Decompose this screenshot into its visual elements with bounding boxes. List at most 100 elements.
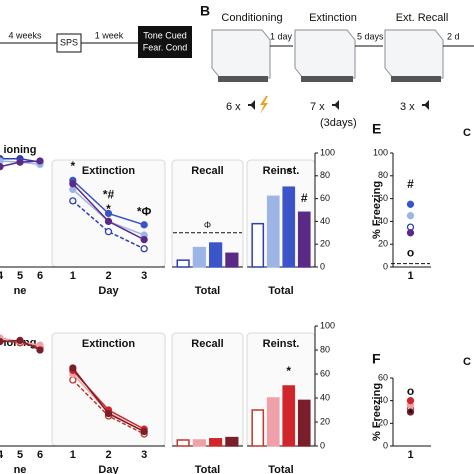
x-axis-label: Total <box>268 464 293 474</box>
y-tick-label: 0 <box>383 440 388 450</box>
y-tick-label: 60 <box>378 193 388 203</box>
annotation: *Φ <box>137 204 152 218</box>
x-tick-label: 4 <box>0 270 4 282</box>
panel-label: F <box>372 351 381 367</box>
panel-title: Extinction <box>82 165 135 177</box>
x-tick-label: 5 <box>17 449 23 461</box>
series-line <box>72 200 145 250</box>
data-point <box>406 397 415 405</box>
floor <box>391 76 441 82</box>
x-axis-label: Day <box>98 285 119 297</box>
annotation: * <box>286 364 291 378</box>
bar <box>192 439 206 447</box>
y-tick-label: 40 <box>378 395 388 405</box>
panel-title: C <box>463 356 471 368</box>
y-tick-label: 60 <box>378 372 388 382</box>
annotation: # <box>407 177 414 191</box>
sps-label: SPS <box>60 37 78 47</box>
x-tick-label: 1 <box>70 449 76 461</box>
data-point <box>69 364 77 372</box>
data-point <box>0 163 4 171</box>
annotation: o <box>407 384 414 398</box>
floor <box>218 76 268 82</box>
y-tick-label: 80 <box>320 170 330 180</box>
data-point <box>140 245 148 253</box>
x-axis-label: Total <box>268 285 293 297</box>
annotation: * <box>286 166 291 180</box>
y-tick-label: 80 <box>320 344 330 354</box>
panel-title: Recall <box>191 338 223 350</box>
fear-box <box>138 26 192 58</box>
x-tick-label: 6 <box>37 270 43 282</box>
y-tick-label: 20 <box>378 239 388 249</box>
data-point <box>406 212 415 220</box>
trials-note: (3days) <box>320 117 357 129</box>
shock-icon <box>260 96 268 114</box>
panel-title: Extinction <box>82 338 135 350</box>
cage <box>384 29 444 79</box>
stage-title: Conditioning <box>221 12 282 24</box>
y-tick-label: 40 <box>320 392 330 402</box>
annotation: o <box>407 245 414 259</box>
x-axis-label: ne <box>14 464 27 474</box>
annotation: * <box>408 406 413 420</box>
x-tick-label: 2 <box>105 270 111 282</box>
bar <box>209 242 223 268</box>
reference-label: Φ <box>204 220 211 230</box>
cages <box>211 29 444 79</box>
annotation: * <box>106 202 111 216</box>
bar <box>176 439 190 447</box>
bar <box>297 211 311 268</box>
timeline-step: 1 week <box>95 30 124 40</box>
panel-label: E <box>372 121 381 137</box>
bar <box>282 186 296 268</box>
x-axis-label: Day <box>98 464 119 474</box>
y-tick-label: 80 <box>378 170 388 180</box>
speaker-icons <box>248 100 429 110</box>
trials: 6 x <box>226 101 241 113</box>
data-point <box>406 200 415 208</box>
y-tick-label: 40 <box>320 216 330 226</box>
speaker <box>422 100 429 110</box>
x-tick-label: 4 <box>0 449 4 461</box>
bar <box>225 252 239 268</box>
fear-label: Fear. Cond <box>143 42 188 52</box>
interval: 2 d <box>447 31 460 41</box>
data-point <box>69 180 77 188</box>
trials: 7 x <box>310 101 325 113</box>
data-point <box>69 197 77 205</box>
stage-title: Extinction <box>309 12 357 24</box>
x-axis-label: Total <box>195 285 220 297</box>
x-tick-label: 1 <box>70 270 76 282</box>
bar <box>251 409 265 447</box>
x-tick-label: 6 <box>37 449 43 461</box>
fear-label: Tone Cued <box>143 30 187 40</box>
x-tick-label: 1 <box>407 449 413 461</box>
cage <box>294 29 356 79</box>
floor <box>301 76 353 82</box>
data-point <box>104 409 113 418</box>
data-point <box>16 336 24 345</box>
interval: 1 day <box>270 31 293 41</box>
panel-title: Recall <box>191 165 223 177</box>
data-point <box>104 228 113 236</box>
y-tick-label: 100 <box>320 147 335 157</box>
y-tick-label: 100 <box>320 320 335 330</box>
y-tick-label: 100 <box>373 147 388 157</box>
bar <box>251 222 265 268</box>
data-point <box>0 337 4 346</box>
panel-title: Reinst. <box>263 165 300 177</box>
bar <box>297 399 311 447</box>
x-axis-label: ne <box>14 285 27 297</box>
data-point <box>0 157 4 165</box>
stage-title: Ext. Recall <box>396 12 449 24</box>
trials: 3 x <box>400 101 415 113</box>
data-point <box>36 346 44 354</box>
bar <box>266 397 280 447</box>
bar <box>282 385 296 447</box>
x-tick-label: 3 <box>141 270 147 282</box>
annotation: *# <box>103 187 115 201</box>
data-point <box>16 158 24 166</box>
panel-title: C <box>463 127 471 139</box>
